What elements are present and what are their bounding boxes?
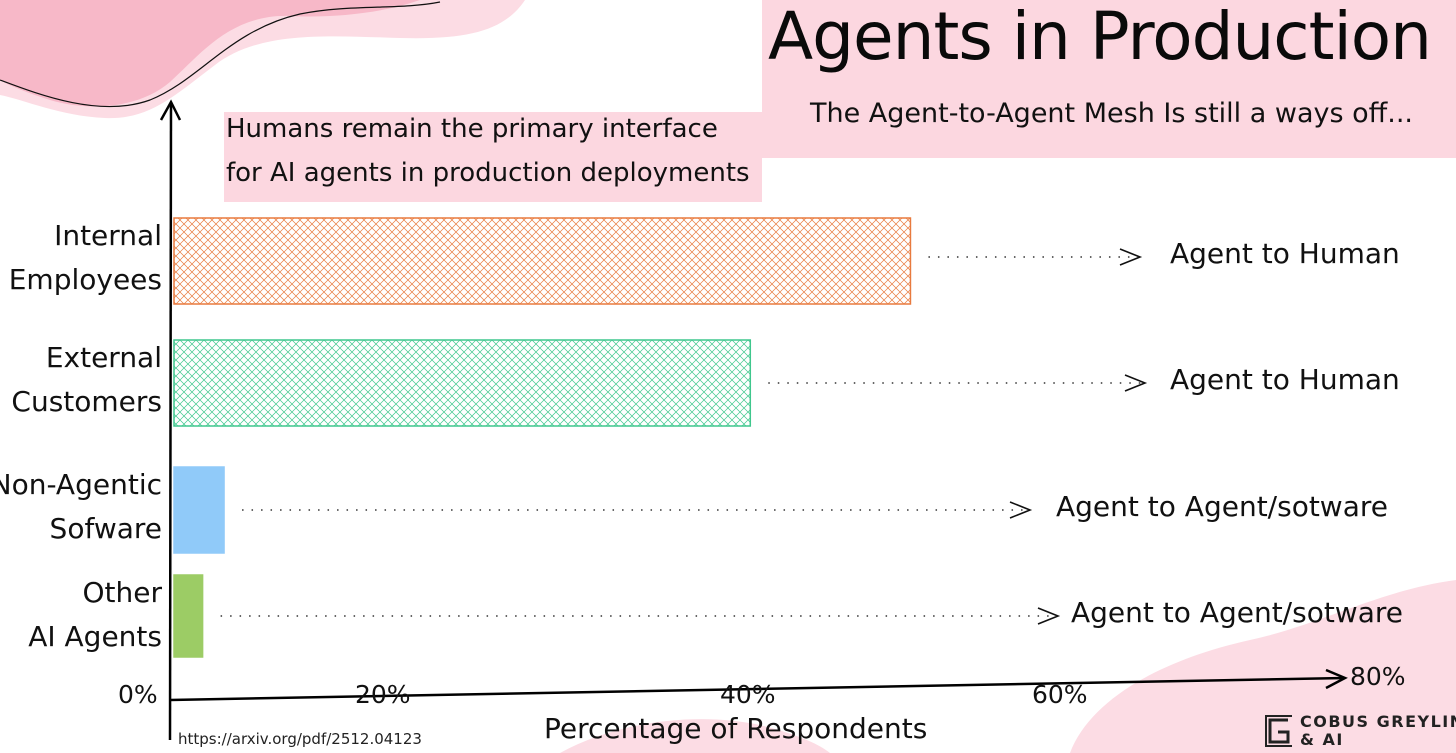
brand-name: COBUS GREYLING [1300, 712, 1456, 731]
leader-arrow-other-ai-agents [1037, 607, 1061, 625]
top-left-blob-edge [0, 1, 441, 108]
category-label-line-1: Internal [54, 219, 162, 252]
brand-logo: COBUS GREYLING & AI [1262, 712, 1456, 752]
page-title: Agents in Production [768, 0, 1432, 75]
x-axis [169, 676, 1346, 702]
leader-arrow-internal-employees [1119, 248, 1143, 266]
leader-arrow-non-agentic-software [1009, 501, 1033, 519]
annotation-non-agentic-software: Agent to Agent/sotware [1056, 490, 1388, 523]
category-label-line-2: Customers [11, 385, 162, 418]
bottom-right-blob [1070, 580, 1456, 753]
x-axis-arrowhead [1325, 668, 1348, 690]
x-tick-label: 60% [1032, 680, 1088, 709]
annotation-external-customers: Agent to Human [1170, 363, 1400, 396]
title-box [762, 0, 1456, 158]
x-tick-label: 0% [118, 680, 158, 709]
bar-other-ai-agents [173, 574, 204, 658]
annotation-other-ai-agents: Agent to Agent/sotware [1071, 596, 1403, 629]
page-subtitle: The Agent-to-Agent Mesh Is still a ways … [810, 98, 1413, 129]
x-tick-label: 20% [355, 680, 411, 709]
category-label-line-2: Employees [8, 263, 162, 296]
brand-g-icon [1265, 715, 1292, 747]
category-label-line-2: AI Agents [28, 620, 162, 653]
category-label-line-1: Non-Agentic [0, 468, 162, 501]
category-label-line-2: Sofware [49, 512, 162, 545]
category-label-other-ai-agents: Other AI Agents [28, 571, 162, 659]
leader-arrow-external-customers [1124, 374, 1148, 392]
bar-external-customers [173, 339, 752, 427]
x-tick-label: 40% [720, 680, 776, 709]
x-tick-label: 80% [1350, 662, 1406, 691]
x-axis-title: Percentage of Respondents [544, 712, 928, 745]
bar-internal-employees [173, 217, 912, 305]
brand-suffix: & AI [1300, 730, 1344, 749]
callout-line-1: Humans remain the primary interface [226, 114, 718, 144]
category-label-internal-employees: Internal Employees [9, 214, 162, 302]
callout-box [224, 112, 762, 202]
y-axis [168, 101, 173, 741]
y-axis-arrowhead [159, 99, 182, 121]
category-label-non-agentic-software: Non-Agentic Sofware [0, 463, 162, 551]
category-label-external-customers: External Customers [11, 336, 162, 424]
source-url: https://arxiv.org/pdf/2512.04123 [178, 730, 422, 748]
category-label-line-1: Other [82, 576, 162, 609]
bar-non-agentic-software [173, 466, 225, 554]
annotation-internal-employees: Agent to Human [1170, 237, 1400, 270]
bottom-center-blob [560, 719, 830, 753]
callout-line-2: for AI agents in production deployments [226, 158, 750, 188]
category-label-line-1: External [45, 341, 162, 374]
top-left-blob-dark [0, 0, 420, 107]
